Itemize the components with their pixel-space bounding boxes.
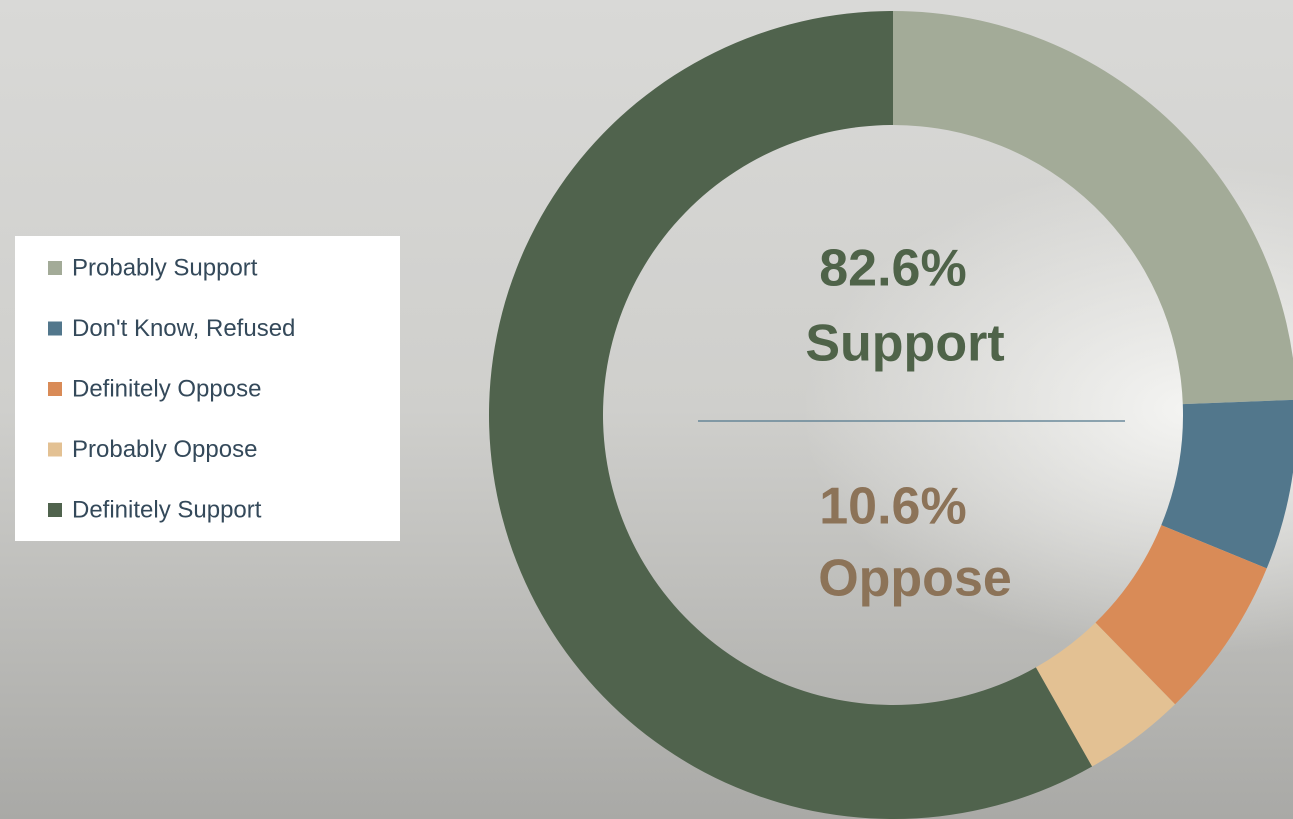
- center-label: Oppose: [818, 550, 1012, 608]
- legend-label: Probably Support: [72, 254, 258, 281]
- legend-swatch: [48, 503, 62, 517]
- legend-label: Definitely Oppose: [72, 375, 261, 402]
- legend-label: Probably Oppose: [72, 436, 257, 463]
- center-label: 10.6%: [819, 478, 966, 536]
- legend-swatch: [48, 382, 62, 396]
- legend-label: Definitely Support: [72, 496, 262, 523]
- center-label: 82.6%: [819, 240, 966, 298]
- legend-label: Don't Know, Refused: [72, 315, 295, 342]
- legend-swatch: [48, 261, 62, 275]
- chart: Probably Support Don't Know, Refused Defin…: [0, 0, 1293, 819]
- legend-swatch: [48, 443, 62, 457]
- legend-swatch: [48, 322, 62, 336]
- center-label: Support: [805, 315, 1004, 373]
